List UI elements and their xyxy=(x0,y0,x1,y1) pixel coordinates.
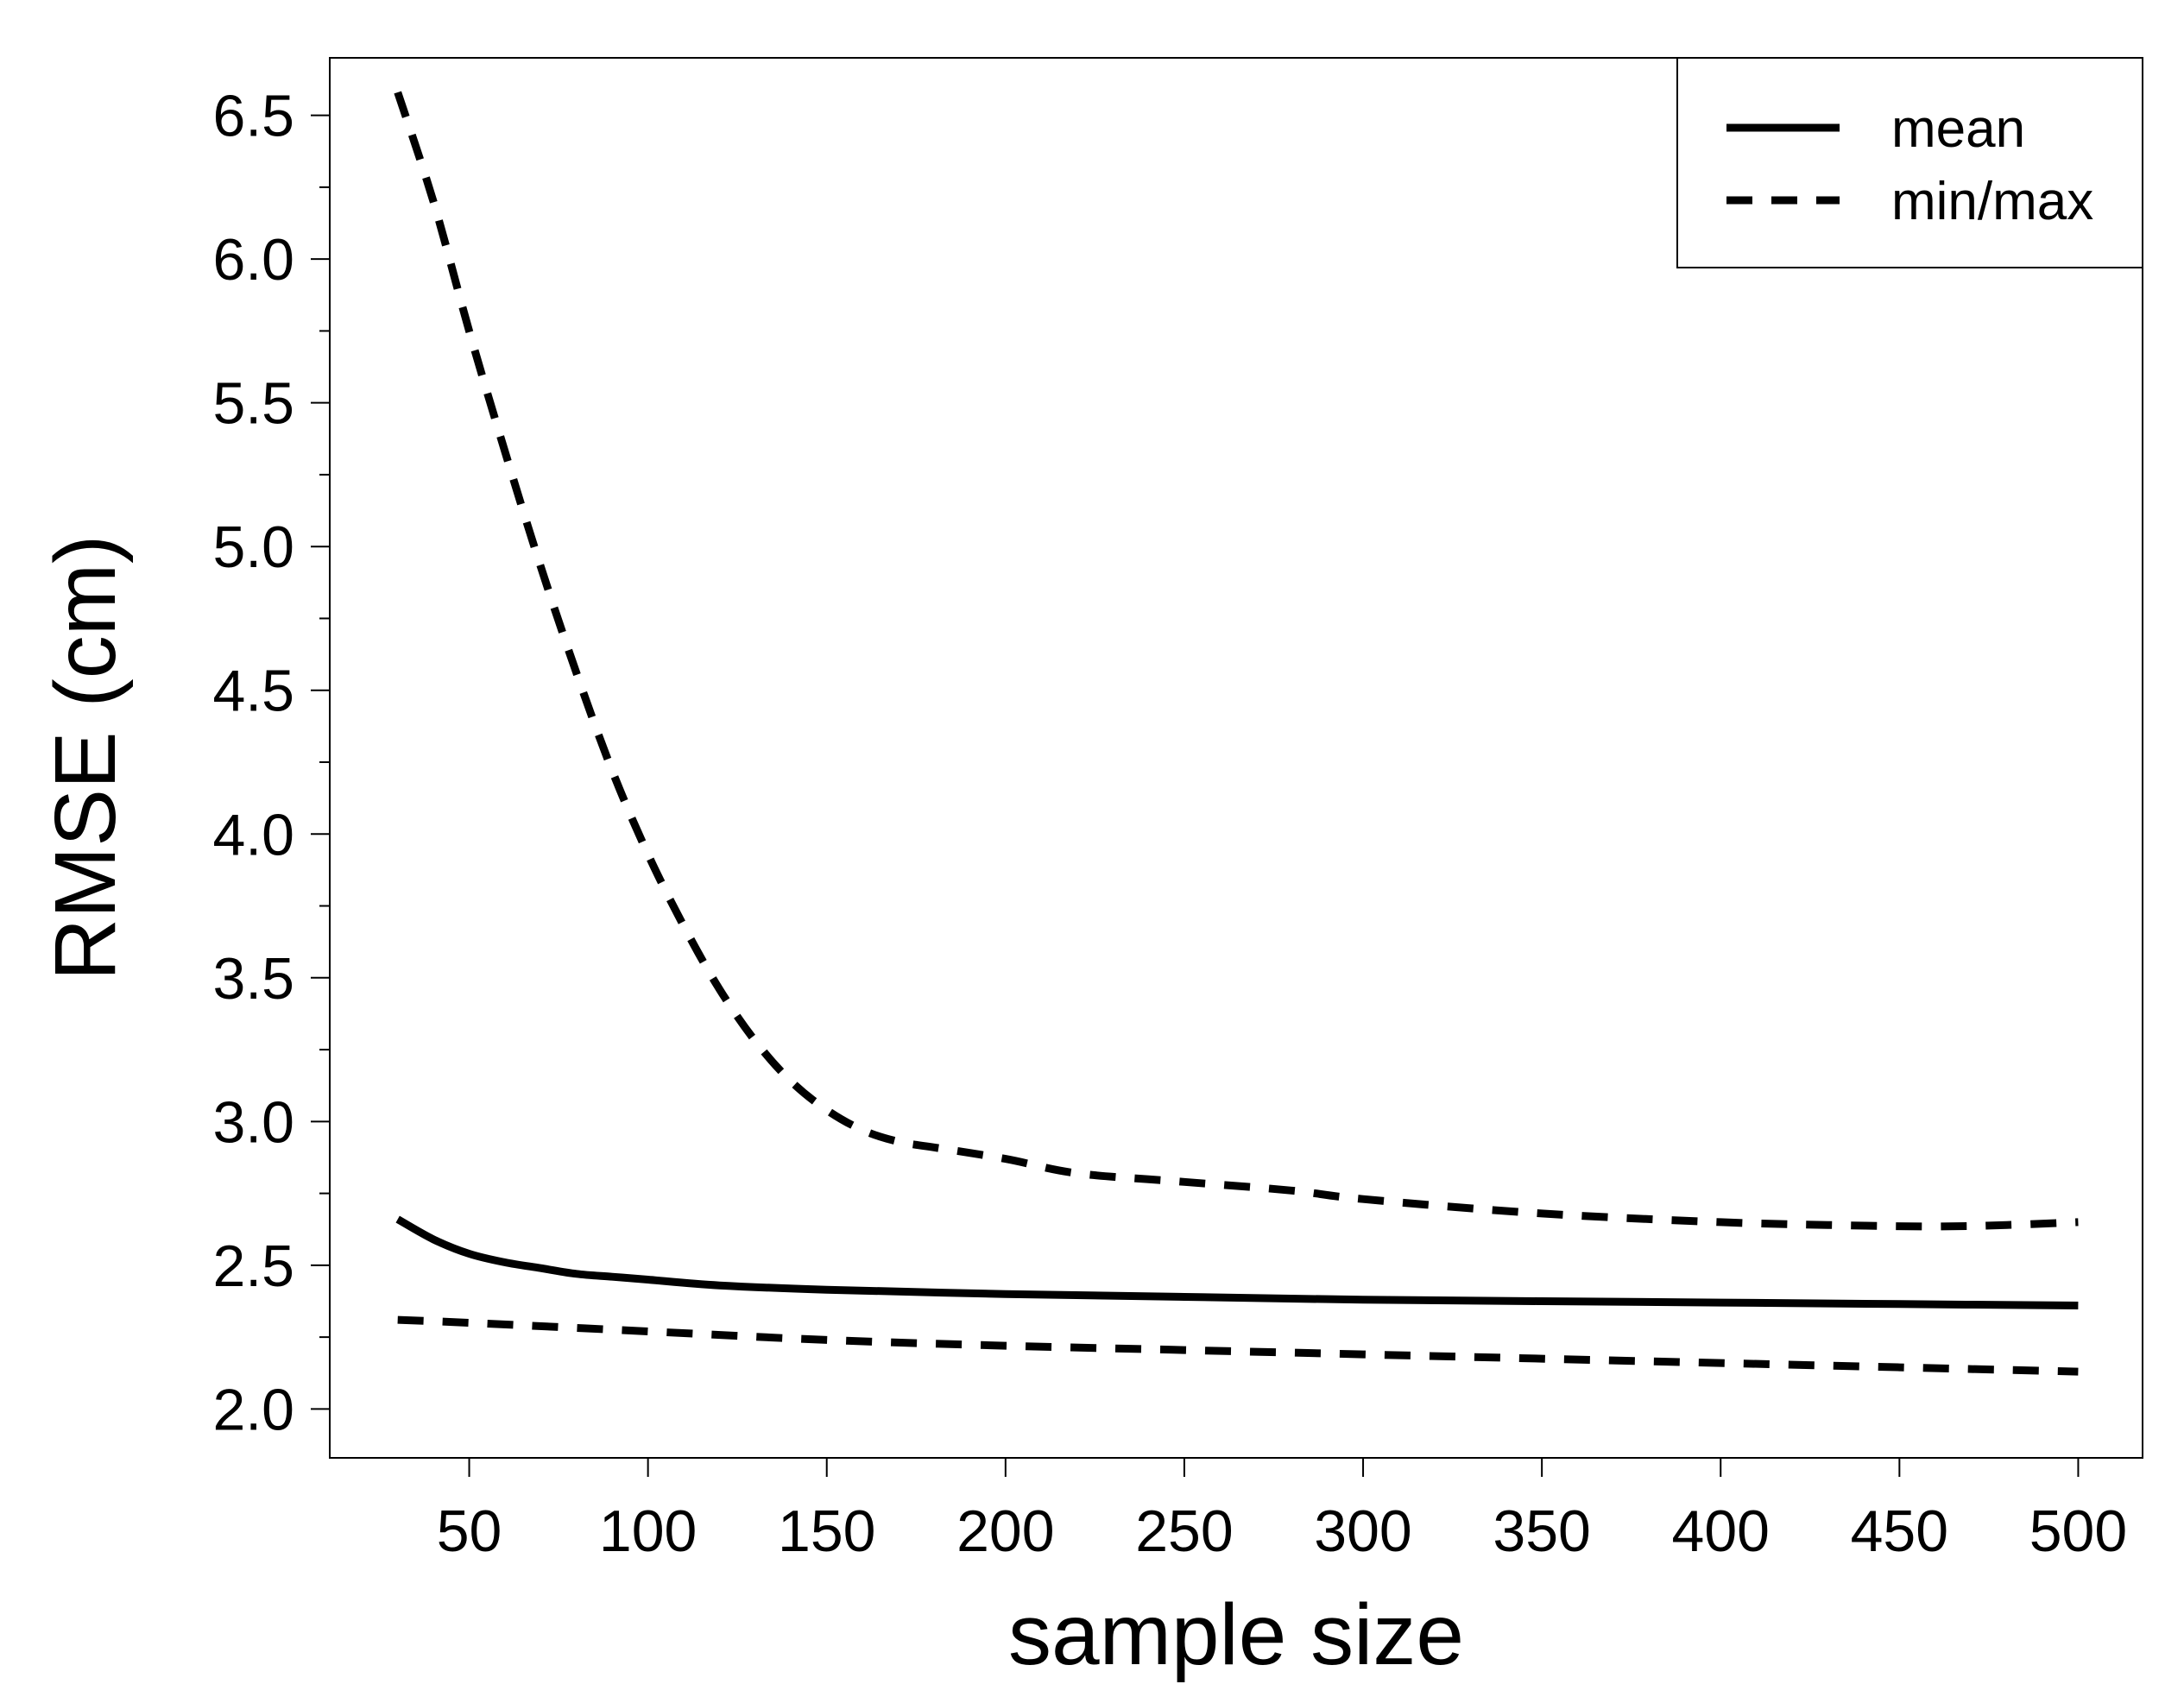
y-tick-label-5.5: 5.5 xyxy=(212,371,294,437)
x-tick-label-250: 250 xyxy=(1135,1498,1233,1564)
legend-box xyxy=(1676,57,2143,268)
series-line-mean xyxy=(395,1215,2079,1309)
x-tick-label-200: 200 xyxy=(956,1498,1054,1564)
x-axis-ticks: 50 100 150 200 250 300 350 400 450 500 xyxy=(437,1458,2127,1564)
series-line-min xyxy=(397,1315,2079,1376)
y-tick-label-6.5: 6.5 xyxy=(212,84,294,149)
x-tick-label-300: 300 xyxy=(1314,1498,1411,1564)
legend-label-mean: mean xyxy=(1891,99,2025,159)
series-line-max xyxy=(394,91,2079,1231)
y-tick-label-3: 3.0 xyxy=(212,1089,294,1155)
x-tick-label-350: 350 xyxy=(1493,1498,1590,1564)
x-tick-label-100: 100 xyxy=(599,1498,697,1564)
x-tick-label-450: 450 xyxy=(1851,1498,1948,1564)
y-tick-label-4.5: 4.5 xyxy=(212,659,294,724)
series-lines xyxy=(394,91,2079,1376)
y-tick-label-2: 2.0 xyxy=(212,1377,294,1442)
x-tick-label-500: 500 xyxy=(2029,1498,2127,1564)
x-axis-title: sample size xyxy=(1008,1586,1464,1683)
y-axis-title: RMSE (cm) xyxy=(37,535,134,981)
y-tick-label-3.5: 3.5 xyxy=(212,946,294,1012)
x-tick-label-400: 400 xyxy=(1672,1498,1770,1564)
y-tick-label-2.5: 2.5 xyxy=(212,1233,294,1299)
plot-frame xyxy=(329,57,2143,1459)
y-axis-ticks: 2.0 2.5 3.0 3.5 4.0 4.5 5.0 5.5 6.0 6.5 xyxy=(212,84,330,1442)
x-tick-label-50: 50 xyxy=(437,1498,502,1564)
x-tick-label-150: 150 xyxy=(778,1498,875,1564)
y-tick-label-4: 4.0 xyxy=(212,802,294,867)
legend-label-minmax: min/max xyxy=(1891,172,2093,231)
y-tick-label-6: 6.0 xyxy=(212,227,294,293)
y-tick-label-5: 5.0 xyxy=(212,514,294,580)
legend: mean min/max xyxy=(1676,57,2143,268)
